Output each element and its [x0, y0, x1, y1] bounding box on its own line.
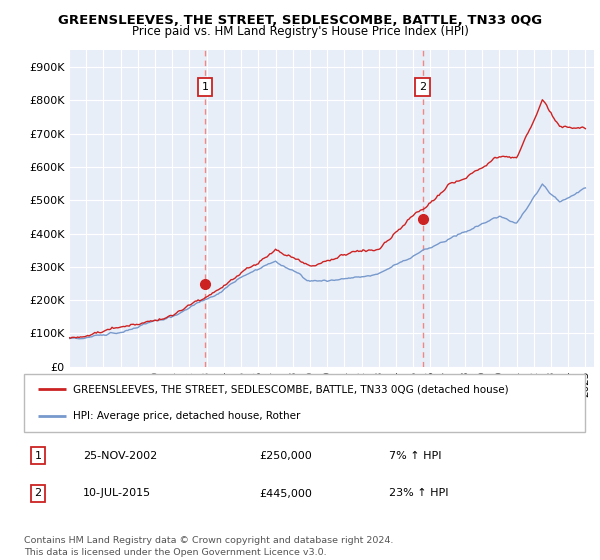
Text: 10-JUL-2015: 10-JUL-2015 — [83, 488, 151, 498]
Text: 23% ↑ HPI: 23% ↑ HPI — [389, 488, 448, 498]
Text: 2: 2 — [34, 488, 41, 498]
Text: £445,000: £445,000 — [260, 488, 313, 498]
Text: 1: 1 — [35, 451, 41, 461]
Text: 25-NOV-2002: 25-NOV-2002 — [83, 451, 157, 461]
Text: 7% ↑ HPI: 7% ↑ HPI — [389, 451, 441, 461]
Text: GREENSLEEVES, THE STREET, SEDLESCOMBE, BATTLE, TN33 0QG (detached house): GREENSLEEVES, THE STREET, SEDLESCOMBE, B… — [73, 384, 509, 394]
Text: Price paid vs. HM Land Registry's House Price Index (HPI): Price paid vs. HM Land Registry's House … — [131, 25, 469, 38]
FancyBboxPatch shape — [24, 374, 585, 432]
Text: 2: 2 — [419, 82, 426, 92]
Text: GREENSLEEVES, THE STREET, SEDLESCOMBE, BATTLE, TN33 0QG: GREENSLEEVES, THE STREET, SEDLESCOMBE, B… — [58, 14, 542, 27]
Text: 1: 1 — [202, 82, 208, 92]
Text: £250,000: £250,000 — [260, 451, 313, 461]
Text: HPI: Average price, detached house, Rother: HPI: Average price, detached house, Roth… — [73, 412, 301, 422]
Text: Contains HM Land Registry data © Crown copyright and database right 2024.
This d: Contains HM Land Registry data © Crown c… — [24, 536, 394, 557]
